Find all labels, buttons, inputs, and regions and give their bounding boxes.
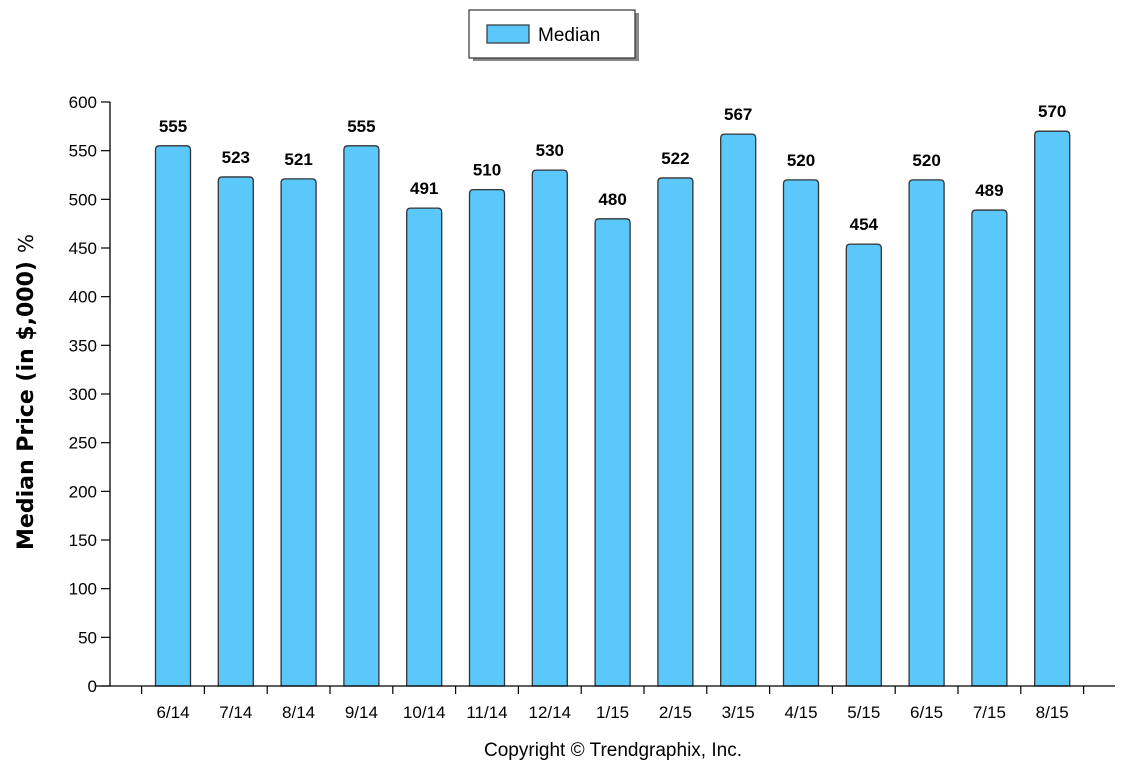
x-tick-label: 11/14 (466, 703, 507, 722)
bar (1034, 130, 1071, 687)
x-tick-label: 12/14 (529, 703, 572, 722)
x-tick-label: 8/15 (1036, 703, 1069, 722)
y-tick-label: 200 (69, 482, 97, 501)
x-tick-label: 5/15 (847, 703, 880, 722)
y-tick-label: 250 (69, 434, 97, 453)
data-label: 522 (661, 149, 689, 168)
x-tick-label: 7/15 (973, 703, 1006, 722)
data-label: 520 (787, 151, 815, 170)
data-label: 454 (850, 215, 879, 234)
legend-label: Median (538, 25, 600, 46)
bar (468, 188, 506, 687)
y-tick-label: 300 (69, 385, 97, 404)
bar (908, 179, 945, 687)
y-tick-label: 550 (69, 142, 97, 161)
data-label: 480 (598, 190, 626, 209)
x-tick-label: 7/14 (219, 703, 252, 722)
bar (971, 209, 1008, 687)
bar (406, 207, 443, 687)
data-label: 555 (159, 117, 187, 136)
y-tick-label: 50 (78, 628, 97, 647)
y-tick-label: 500 (69, 190, 97, 209)
x-tick-label: 10/14 (403, 703, 446, 722)
data-label: 491 (410, 179, 438, 198)
y-tick-label: 400 (69, 288, 97, 307)
data-label: 520 (912, 151, 940, 170)
bar (343, 145, 380, 687)
y-tick-label: 0 (88, 677, 97, 696)
x-tick-label: 1/15 (596, 703, 629, 722)
x-axis-ticks: 6/14 7/14 8/14 9/14 10/14 11/14 12/14 1/15 2/15 3… (141, 686, 1085, 722)
bar (845, 243, 882, 687)
data-label: 489 (975, 181, 1003, 200)
data-label: 567 (724, 105, 752, 124)
data-label: 510 (473, 161, 501, 180)
x-tick-label: 9/14 (345, 703, 378, 722)
data-label: 555 (347, 117, 375, 136)
y-tick-label: 450 (69, 239, 97, 258)
y-tick-label: 600 (69, 93, 97, 112)
bar (531, 169, 568, 687)
bar (217, 176, 254, 687)
bars: 555 523 521 555 491 510 530 480 522 567 520 454 520 4… (154, 102, 1071, 687)
bar (594, 218, 631, 687)
y-axis-ticks: 0 50 100 150 200 250 300 350 400 450 500 550 600 (69, 93, 110, 696)
data-label: 523 (222, 148, 250, 167)
copyright-text: Copyright © Trendgraphix, Inc. (484, 740, 742, 761)
x-tick-label: 4/15 (784, 703, 817, 722)
data-label: 570 (1038, 102, 1066, 121)
bar (280, 178, 317, 687)
bar (782, 179, 820, 687)
x-tick-label: 2/15 (659, 703, 692, 722)
y-tick-label: 100 (69, 580, 97, 599)
bar (154, 145, 192, 687)
data-label: 521 (284, 150, 312, 169)
bar (720, 133, 757, 687)
y-tick-label: 350 (69, 336, 97, 355)
x-tick-label: 6/15 (910, 703, 943, 722)
x-tick-label: 6/14 (156, 703, 189, 722)
bar (657, 177, 694, 687)
legend-swatch (486, 24, 530, 44)
data-label: 530 (536, 141, 564, 160)
x-tick-label: 8/14 (282, 703, 315, 722)
x-tick-label: 3/15 (722, 703, 755, 722)
legend: Median (468, 9, 639, 61)
y-tick-label: 150 (69, 531, 97, 550)
y-axis-title: Median Price (in $,000)% (14, 234, 39, 550)
